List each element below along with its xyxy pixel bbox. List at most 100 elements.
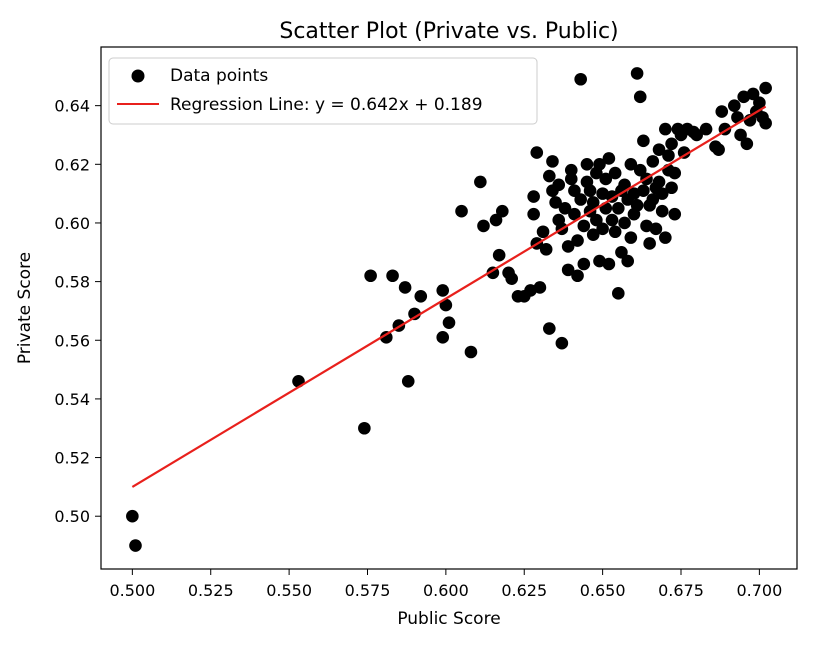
- data-point-61: [583, 184, 597, 197]
- data-point-121: [690, 128, 703, 142]
- data-point-11: [414, 289, 428, 303]
- data-point-3: [358, 421, 371, 435]
- x-tick-label: 0.675: [658, 581, 704, 600]
- data-point-37: [543, 169, 556, 183]
- data-point-82: [618, 178, 631, 192]
- data-point-30: [527, 190, 540, 203]
- regression-line-layer: [131, 105, 767, 488]
- data-point-50: [568, 207, 581, 221]
- data-point-18: [474, 175, 487, 189]
- x-tick-label: 0.700: [736, 581, 782, 600]
- x-tick-label: 0.525: [188, 581, 234, 600]
- data-point-90: [630, 67, 644, 80]
- legend: Data points Regression Line: y = 0.642x …: [108, 57, 538, 125]
- data-point-65: [590, 213, 603, 227]
- data-point-135: [753, 96, 766, 110]
- data-point-104: [652, 143, 666, 156]
- data-point-101: [646, 193, 660, 206]
- data-point-8: [398, 281, 412, 294]
- data-point-21: [489, 213, 503, 227]
- data-point-100: [646, 155, 660, 168]
- x-tick-label: 0.600: [423, 581, 469, 600]
- data-point-69: [596, 222, 609, 236]
- regression-line: [131, 105, 767, 488]
- data-point-57: [577, 219, 591, 233]
- data-point-12: [436, 331, 450, 344]
- chart-title: Scatter Plot (Private vs. Public): [279, 19, 618, 44]
- data-point-10: [408, 307, 421, 321]
- data-point-73: [602, 152, 616, 165]
- data-point-74: [605, 213, 619, 227]
- data-point-6: [386, 269, 399, 283]
- data-point-9: [401, 375, 415, 388]
- y-tick-label: 0.56: [54, 331, 90, 350]
- data-point-125: [715, 105, 729, 118]
- data-point-137: [759, 81, 772, 95]
- data-point-29: [527, 207, 540, 221]
- data-point-16: [455, 204, 468, 218]
- data-point-35: [539, 243, 553, 256]
- data-point-13: [436, 284, 450, 297]
- y-tick-label: 0.58: [54, 273, 90, 292]
- y-tick-label: 0.54: [54, 390, 90, 409]
- data-point-103: [649, 222, 663, 236]
- y-axis-label: Private Score: [15, 252, 35, 364]
- data-point-138: [759, 116, 772, 130]
- data-point-114: [668, 207, 682, 221]
- data-point-56: [577, 257, 591, 271]
- legend-marker-points: [131, 69, 145, 83]
- data-point-133: [746, 87, 760, 101]
- data-point-105: [652, 175, 666, 189]
- data-point-87: [624, 231, 638, 244]
- data-point-4: [364, 269, 377, 283]
- data-point-91: [630, 199, 644, 212]
- data-point-42: [552, 178, 566, 192]
- y-tick-label: 0.52: [54, 449, 90, 468]
- x-tick-label: 0.575: [345, 581, 391, 600]
- data-point-92: [633, 163, 647, 177]
- data-point-95: [637, 184, 650, 197]
- x-tick-label: 0.625: [501, 581, 547, 600]
- data-point-109: [659, 231, 672, 244]
- data-point-131: [740, 137, 754, 151]
- data-point-77: [608, 166, 622, 180]
- data-point-93: [633, 90, 647, 104]
- data-point-129: [734, 128, 747, 142]
- data-point-5: [380, 331, 393, 344]
- data-point-127: [728, 99, 741, 112]
- data-point-23: [496, 204, 509, 218]
- data-point-84: [621, 254, 634, 268]
- y-tick-label: 0.60: [54, 214, 90, 233]
- data-point-115: [668, 166, 682, 180]
- data-point-118: [677, 146, 691, 159]
- data-point-67: [593, 158, 606, 171]
- data-point-17: [464, 345, 478, 359]
- data-point-78: [612, 287, 625, 300]
- x-tick-label: 0.650: [580, 581, 626, 600]
- data-point-39: [546, 155, 559, 168]
- data-point-49: [564, 163, 578, 177]
- data-point-72: [602, 257, 616, 271]
- data-point-86: [624, 158, 638, 171]
- data-point-48: [564, 172, 578, 186]
- data-point-34: [536, 225, 550, 239]
- data-point-53: [571, 234, 584, 247]
- data-point-94: [637, 134, 650, 148]
- data-point-44: [555, 336, 569, 350]
- data-point-36: [543, 322, 556, 335]
- data-point-63: [586, 196, 600, 209]
- data-point-81: [615, 245, 628, 259]
- data-point-113: [665, 181, 678, 195]
- data-point-14: [439, 298, 453, 312]
- y-axis-ticks: 0.50 0.52 0.54 0.56 0.58 0.60 0.62 0.64: [54, 97, 101, 526]
- data-point-33: [533, 281, 547, 294]
- data-point-15: [442, 316, 456, 329]
- data-point-40: [549, 196, 562, 209]
- data-point-54: [574, 72, 587, 86]
- plot-area: [100, 46, 798, 570]
- data-point-55: [574, 193, 587, 206]
- data-point-62: [586, 228, 600, 241]
- data-point-51: [568, 184, 581, 197]
- legend-label-points: Data points: [170, 66, 268, 86]
